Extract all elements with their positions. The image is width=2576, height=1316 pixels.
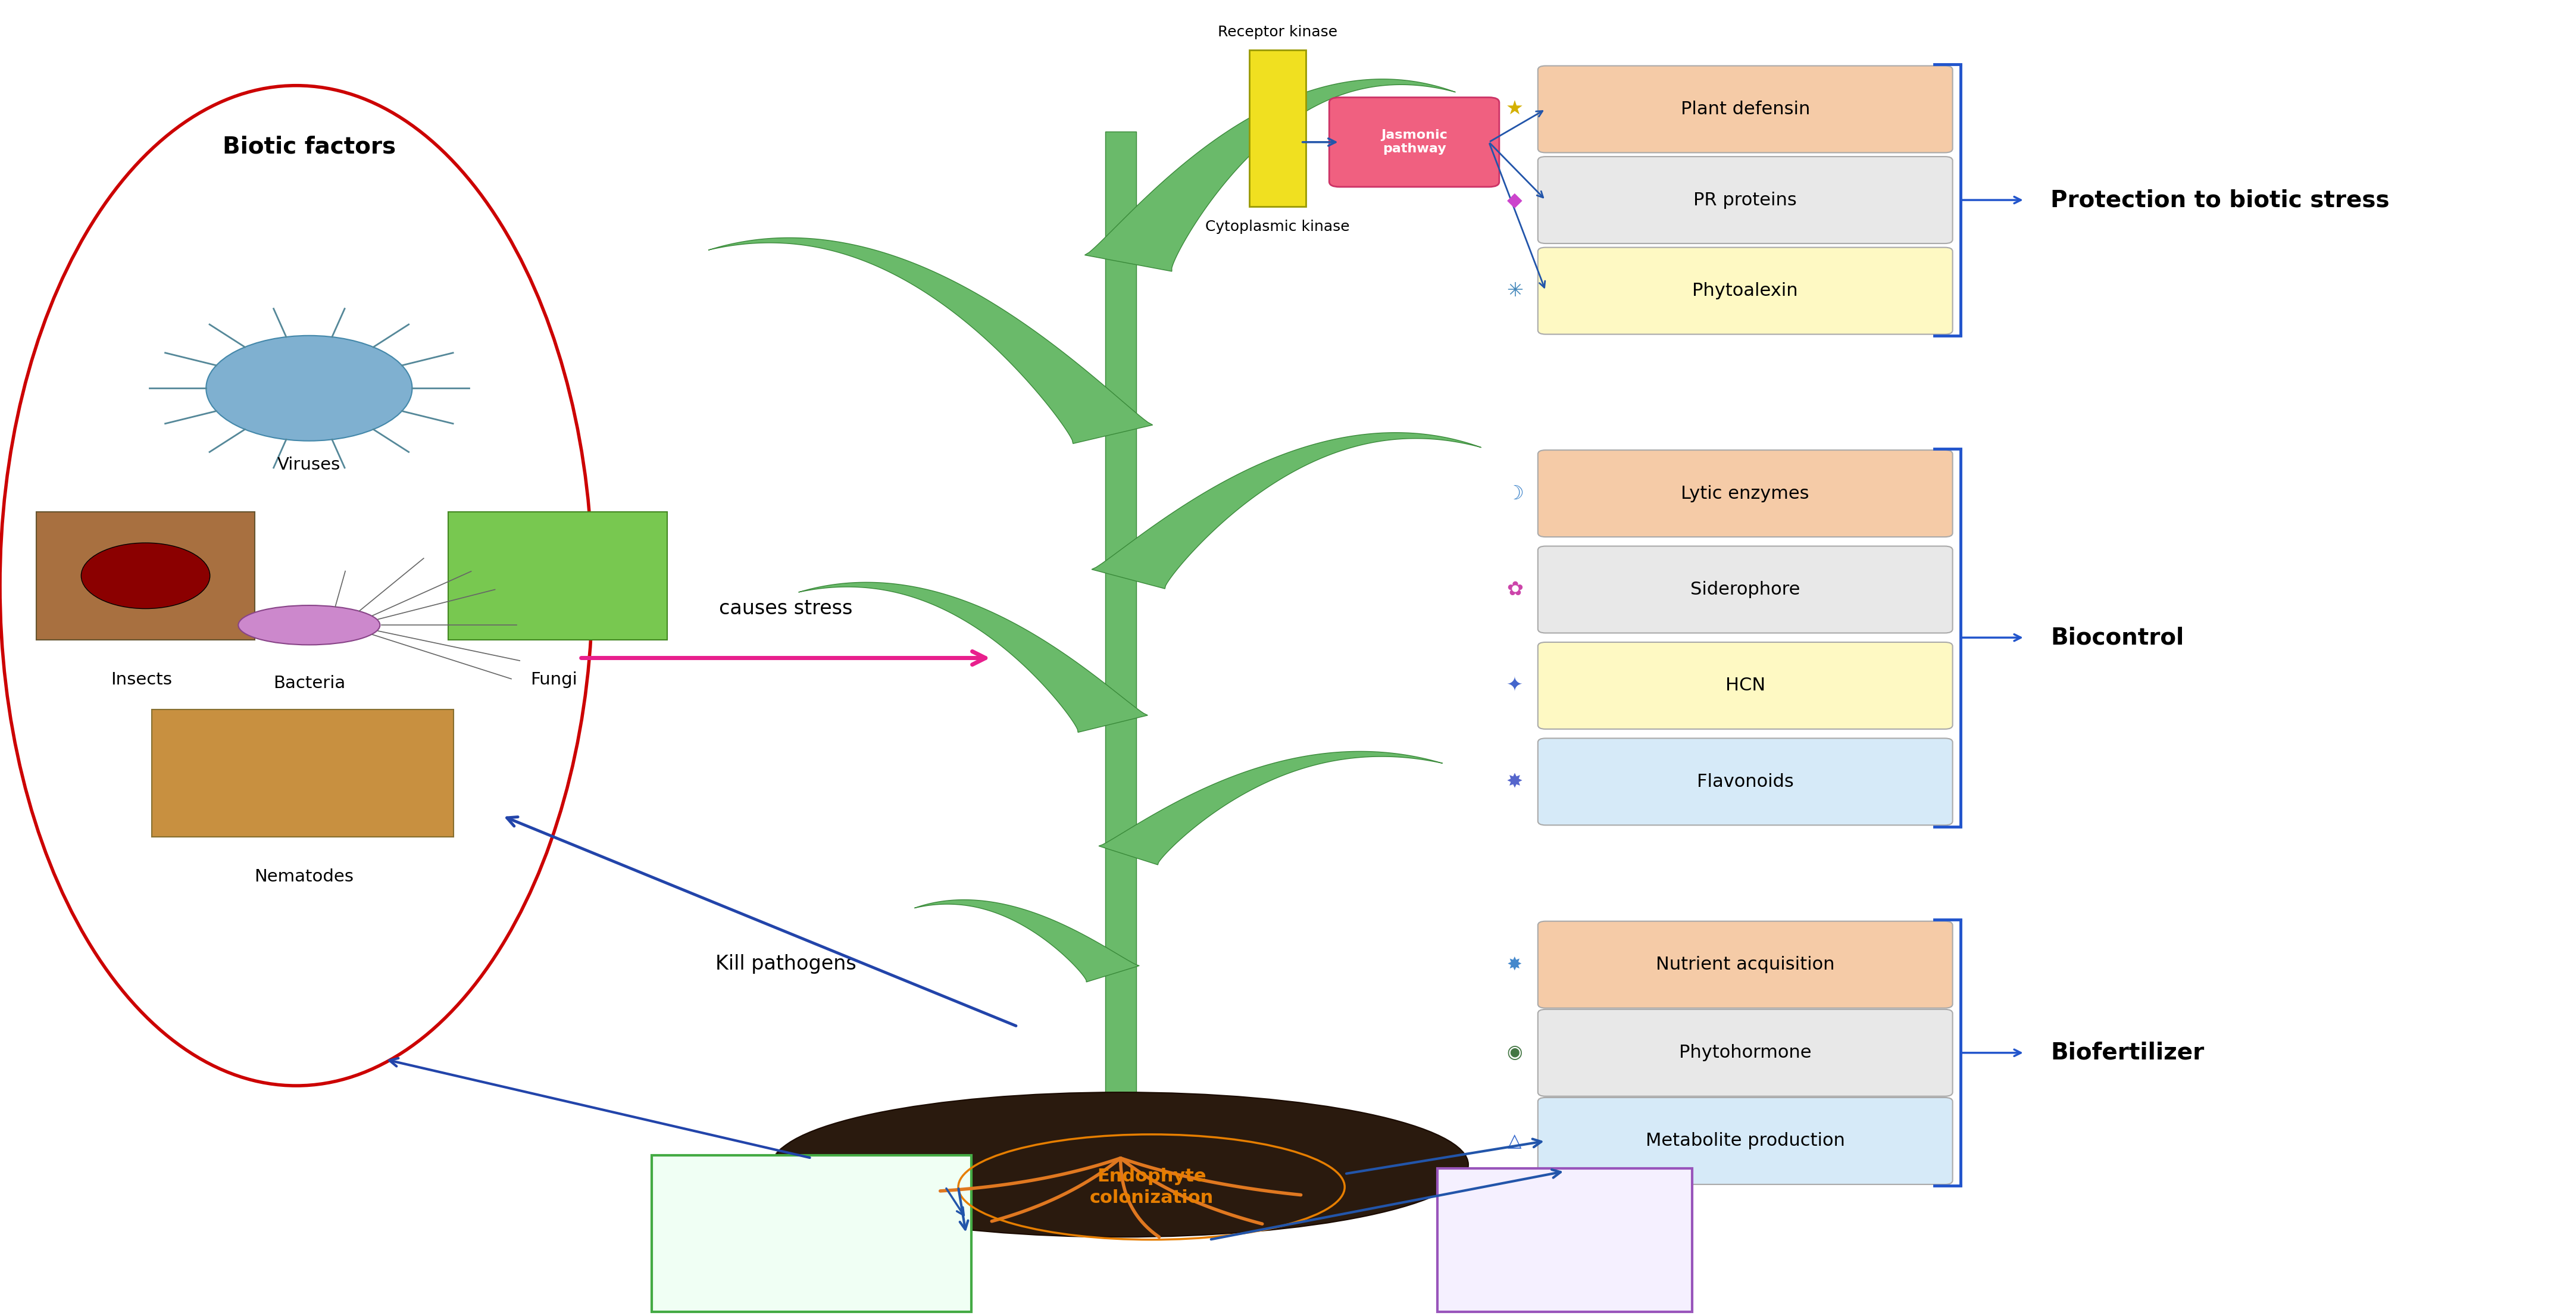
Text: ◉: ◉ xyxy=(1507,1044,1522,1062)
FancyBboxPatch shape xyxy=(1329,97,1499,187)
Text: △: △ xyxy=(1507,1132,1522,1150)
Text: Jasmonic
pathway: Jasmonic pathway xyxy=(1381,129,1448,155)
FancyBboxPatch shape xyxy=(1437,1169,1692,1312)
Text: Nematodes: Nematodes xyxy=(255,869,353,886)
Ellipse shape xyxy=(240,605,381,645)
Text: Cytoplasmic kinase: Cytoplasmic kinase xyxy=(1206,220,1350,234)
FancyBboxPatch shape xyxy=(1538,1009,1953,1096)
FancyBboxPatch shape xyxy=(1538,157,1953,243)
Text: ✸: ✸ xyxy=(1507,955,1522,974)
Text: Metabolite production: Metabolite production xyxy=(1646,1132,1844,1150)
Text: Lytic enzymes: Lytic enzymes xyxy=(1682,484,1808,503)
FancyBboxPatch shape xyxy=(448,512,667,640)
Text: Biocontrol: Biocontrol xyxy=(2050,626,2184,649)
Text: ✦: ✦ xyxy=(1507,676,1522,695)
Text: HCN: HCN xyxy=(1726,676,1765,695)
Text: Viruses: Viruses xyxy=(278,457,340,474)
FancyBboxPatch shape xyxy=(1538,546,1953,633)
Text: ★: ★ xyxy=(1507,100,1522,118)
Text: Flavonoids: Flavonoids xyxy=(1698,772,1793,791)
Text: ✿: ✿ xyxy=(1507,580,1522,599)
Circle shape xyxy=(82,542,211,608)
Ellipse shape xyxy=(773,1092,1468,1237)
Polygon shape xyxy=(799,582,1149,732)
Ellipse shape xyxy=(0,86,592,1086)
FancyBboxPatch shape xyxy=(1249,50,1306,207)
FancyBboxPatch shape xyxy=(36,512,255,640)
Text: Bacteria: Bacteria xyxy=(273,675,345,692)
Ellipse shape xyxy=(775,1115,1262,1202)
FancyBboxPatch shape xyxy=(1538,247,1953,334)
Polygon shape xyxy=(1092,433,1481,588)
Polygon shape xyxy=(708,238,1151,443)
Text: Nutrient acquisition: Nutrient acquisition xyxy=(1656,955,1834,974)
Text: Protection to biotic stress: Protection to biotic stress xyxy=(2050,188,2391,212)
Text: PR proteins: PR proteins xyxy=(1692,191,1798,209)
Text: ☽: ☽ xyxy=(1507,484,1522,503)
FancyBboxPatch shape xyxy=(1538,921,1953,1008)
Text: Biotic factors: Biotic factors xyxy=(222,136,397,158)
FancyBboxPatch shape xyxy=(1538,66,1953,153)
Text: Insects: Insects xyxy=(111,671,173,688)
Text: ✳: ✳ xyxy=(1507,282,1522,300)
Text: Receptor kinase: Receptor kinase xyxy=(1218,25,1337,39)
Text: Phytoalexin: Phytoalexin xyxy=(1692,282,1798,300)
FancyBboxPatch shape xyxy=(152,709,453,837)
FancyBboxPatch shape xyxy=(1538,738,1953,825)
Polygon shape xyxy=(1105,132,1136,1145)
FancyBboxPatch shape xyxy=(1538,1098,1953,1184)
Text: Siderophore: Siderophore xyxy=(1690,580,1801,599)
Text: ◆: ◆ xyxy=(1507,191,1522,209)
Text: causes stress: causes stress xyxy=(719,599,853,619)
Text: Plant defensin: Plant defensin xyxy=(1680,100,1811,118)
Circle shape xyxy=(206,336,412,441)
FancyBboxPatch shape xyxy=(1538,450,1953,537)
Polygon shape xyxy=(914,900,1139,982)
Text: Kill pathogens: Kill pathogens xyxy=(716,954,855,974)
Text: Biofertilizer: Biofertilizer xyxy=(2050,1041,2205,1065)
Text: ✸: ✸ xyxy=(1507,772,1522,791)
Text: Fungi: Fungi xyxy=(531,671,577,688)
Polygon shape xyxy=(1100,751,1443,865)
Text: Endophyte
colonization: Endophyte colonization xyxy=(1090,1167,1213,1207)
Polygon shape xyxy=(1084,79,1455,271)
FancyBboxPatch shape xyxy=(1538,642,1953,729)
Text: Phytohormone: Phytohormone xyxy=(1680,1044,1811,1062)
Ellipse shape xyxy=(989,1116,1406,1187)
FancyBboxPatch shape xyxy=(652,1155,971,1312)
